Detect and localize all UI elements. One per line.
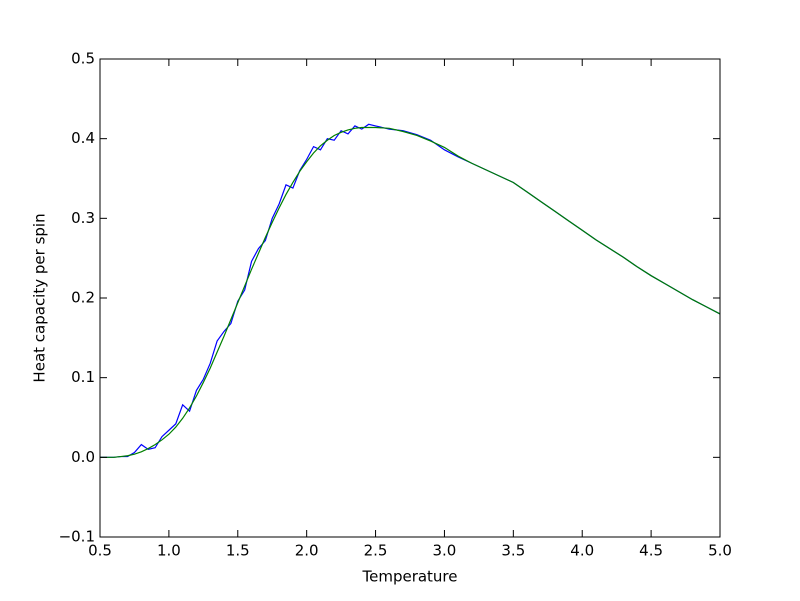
y-axis-label: Heat capacity per spin bbox=[31, 213, 49, 382]
x-tick-label: 4.5 bbox=[639, 542, 663, 560]
y-tick-label: 0.1 bbox=[71, 368, 95, 386]
y-tick-label: 0.2 bbox=[71, 289, 95, 307]
x-tick-label: 0.5 bbox=[88, 542, 112, 560]
x-tick-label: 4.0 bbox=[570, 542, 594, 560]
x-tick-label: 1.5 bbox=[226, 542, 250, 560]
y-tick-label: 0.4 bbox=[71, 129, 95, 147]
x-tick-label: 2.0 bbox=[295, 542, 319, 560]
x-tick-label: 3.0 bbox=[433, 542, 457, 560]
x-tick-label: 1.0 bbox=[157, 542, 181, 560]
y-tick-label: 0.0 bbox=[71, 448, 95, 466]
y-tick-label: −0.1 bbox=[59, 528, 95, 546]
x-axis-label: Temperature bbox=[361, 568, 457, 586]
x-tick-label: 2.5 bbox=[364, 542, 388, 560]
y-tick-label: 0.5 bbox=[71, 50, 95, 68]
data-line bbox=[100, 126, 721, 458]
x-tick-label: 5.0 bbox=[708, 542, 732, 560]
y-tick-label: 0.3 bbox=[71, 209, 95, 227]
x-tick-label: 3.5 bbox=[501, 542, 525, 560]
